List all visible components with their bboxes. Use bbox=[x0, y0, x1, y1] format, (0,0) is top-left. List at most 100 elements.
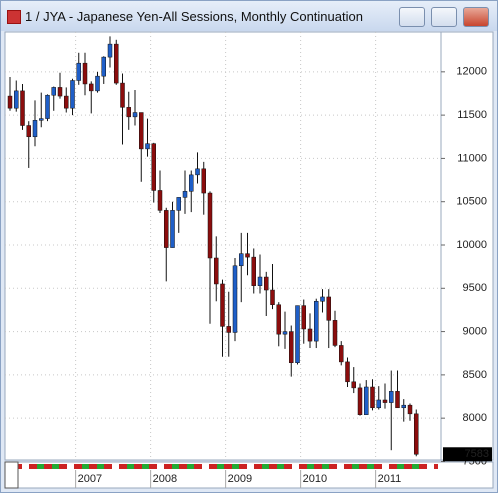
candle-body bbox=[207, 192, 213, 259]
strip-segment bbox=[322, 464, 329, 469]
candle-body bbox=[339, 345, 344, 363]
candle-body bbox=[389, 391, 394, 403]
candle-body bbox=[226, 326, 231, 333]
candle-body bbox=[201, 168, 206, 194]
candle-body bbox=[395, 391, 400, 409]
strip-segment bbox=[382, 464, 389, 469]
strip-segment bbox=[292, 464, 299, 469]
y-tick-label: 9000 bbox=[463, 325, 487, 337]
strip-segment bbox=[217, 464, 224, 469]
candle-body bbox=[351, 381, 356, 389]
candle-body bbox=[264, 276, 269, 291]
candle-body bbox=[51, 87, 56, 96]
candle-body bbox=[164, 210, 169, 248]
x-tick-label: 2011 bbox=[378, 473, 402, 485]
candle-body bbox=[7, 95, 13, 109]
candle-body bbox=[89, 83, 94, 92]
candle-body bbox=[64, 95, 69, 109]
strip-segment bbox=[202, 464, 209, 469]
strip-segment bbox=[142, 464, 149, 469]
candle-body bbox=[332, 320, 338, 346]
strip-segment bbox=[82, 464, 89, 469]
y-tick-label: 8500 bbox=[463, 369, 487, 381]
candle-body bbox=[45, 94, 50, 119]
candle-body bbox=[14, 90, 19, 109]
strip-segment bbox=[277, 464, 284, 469]
session-strip bbox=[18, 464, 438, 469]
strip-segment bbox=[232, 464, 239, 469]
strip-segment bbox=[67, 464, 74, 469]
candle-body bbox=[189, 174, 194, 192]
strip-segment bbox=[157, 464, 164, 469]
strip-segment bbox=[172, 464, 179, 469]
candle-body bbox=[276, 304, 281, 335]
plot-area bbox=[4, 31, 494, 461]
strip-segment bbox=[262, 464, 269, 469]
y-tick-label: 10500 bbox=[456, 196, 487, 208]
minimize-button[interactable] bbox=[399, 7, 425, 27]
candle-body bbox=[120, 82, 125, 108]
candle-body bbox=[39, 118, 44, 121]
candle-body bbox=[407, 404, 413, 415]
candle-body bbox=[245, 253, 250, 258]
candle-body bbox=[132, 112, 138, 118]
candle-body bbox=[26, 125, 31, 138]
window-title: 1 / JYA - Japanese Yen-All Sessions, Mon… bbox=[25, 9, 363, 24]
candle-body bbox=[151, 143, 156, 191]
candle-body bbox=[170, 210, 175, 248]
candle-body bbox=[239, 253, 244, 267]
last-price-box bbox=[443, 447, 492, 462]
candle-body bbox=[314, 301, 319, 342]
candle-body bbox=[182, 191, 188, 198]
close-button[interactable] bbox=[463, 7, 489, 27]
y-tick-label: 11500 bbox=[457, 109, 487, 121]
last-price-label: 7583 bbox=[465, 448, 489, 460]
candle-body bbox=[114, 43, 119, 84]
candle-body bbox=[376, 399, 381, 409]
strip-segment bbox=[187, 464, 194, 469]
strip-segment bbox=[37, 464, 44, 469]
x-tick-label: 2007 bbox=[78, 473, 102, 485]
candle-body bbox=[107, 43, 113, 58]
candle-body bbox=[57, 87, 63, 97]
candle-body bbox=[345, 361, 350, 383]
title-bar: 1 / JYA - Japanese Yen-All Sessions, Mon… bbox=[1, 1, 497, 31]
y-tick-label: 12000 bbox=[456, 66, 487, 78]
candle-body bbox=[320, 296, 325, 302]
candle-body bbox=[414, 413, 419, 455]
strip-segment bbox=[112, 464, 119, 469]
y-tick-label: 10000 bbox=[456, 239, 487, 251]
strip-segment bbox=[367, 464, 374, 469]
candle-body bbox=[251, 256, 256, 286]
candle-body bbox=[76, 62, 81, 81]
candle-body bbox=[82, 62, 88, 85]
candle-body bbox=[289, 331, 294, 364]
candle-body bbox=[282, 331, 288, 335]
candle-body bbox=[401, 404, 406, 409]
x-tick-label: 2009 bbox=[228, 473, 252, 485]
strip-segment bbox=[127, 464, 134, 469]
strip-segment bbox=[352, 464, 359, 469]
strip-segment bbox=[337, 464, 344, 469]
y-tick-label: 8000 bbox=[463, 412, 487, 424]
candle-body bbox=[295, 305, 300, 364]
candle-body bbox=[220, 283, 225, 327]
maximize-button[interactable] bbox=[431, 7, 457, 27]
candle-body bbox=[139, 112, 144, 150]
candle-body bbox=[126, 107, 131, 118]
x-tick-label: 2010 bbox=[303, 473, 327, 485]
candle-body bbox=[370, 386, 375, 409]
candle-body bbox=[176, 197, 181, 211]
candle-body bbox=[70, 80, 75, 109]
y-tick-label: 11000 bbox=[457, 152, 487, 164]
strip-segment bbox=[52, 464, 59, 469]
candle-body bbox=[326, 296, 331, 321]
candle-body bbox=[257, 276, 263, 286]
candle-body bbox=[157, 190, 163, 211]
candle-body bbox=[357, 387, 363, 415]
candle-body bbox=[270, 289, 275, 305]
strip-segment bbox=[22, 464, 29, 469]
candle-body bbox=[101, 56, 106, 77]
candle-body bbox=[301, 305, 306, 330]
